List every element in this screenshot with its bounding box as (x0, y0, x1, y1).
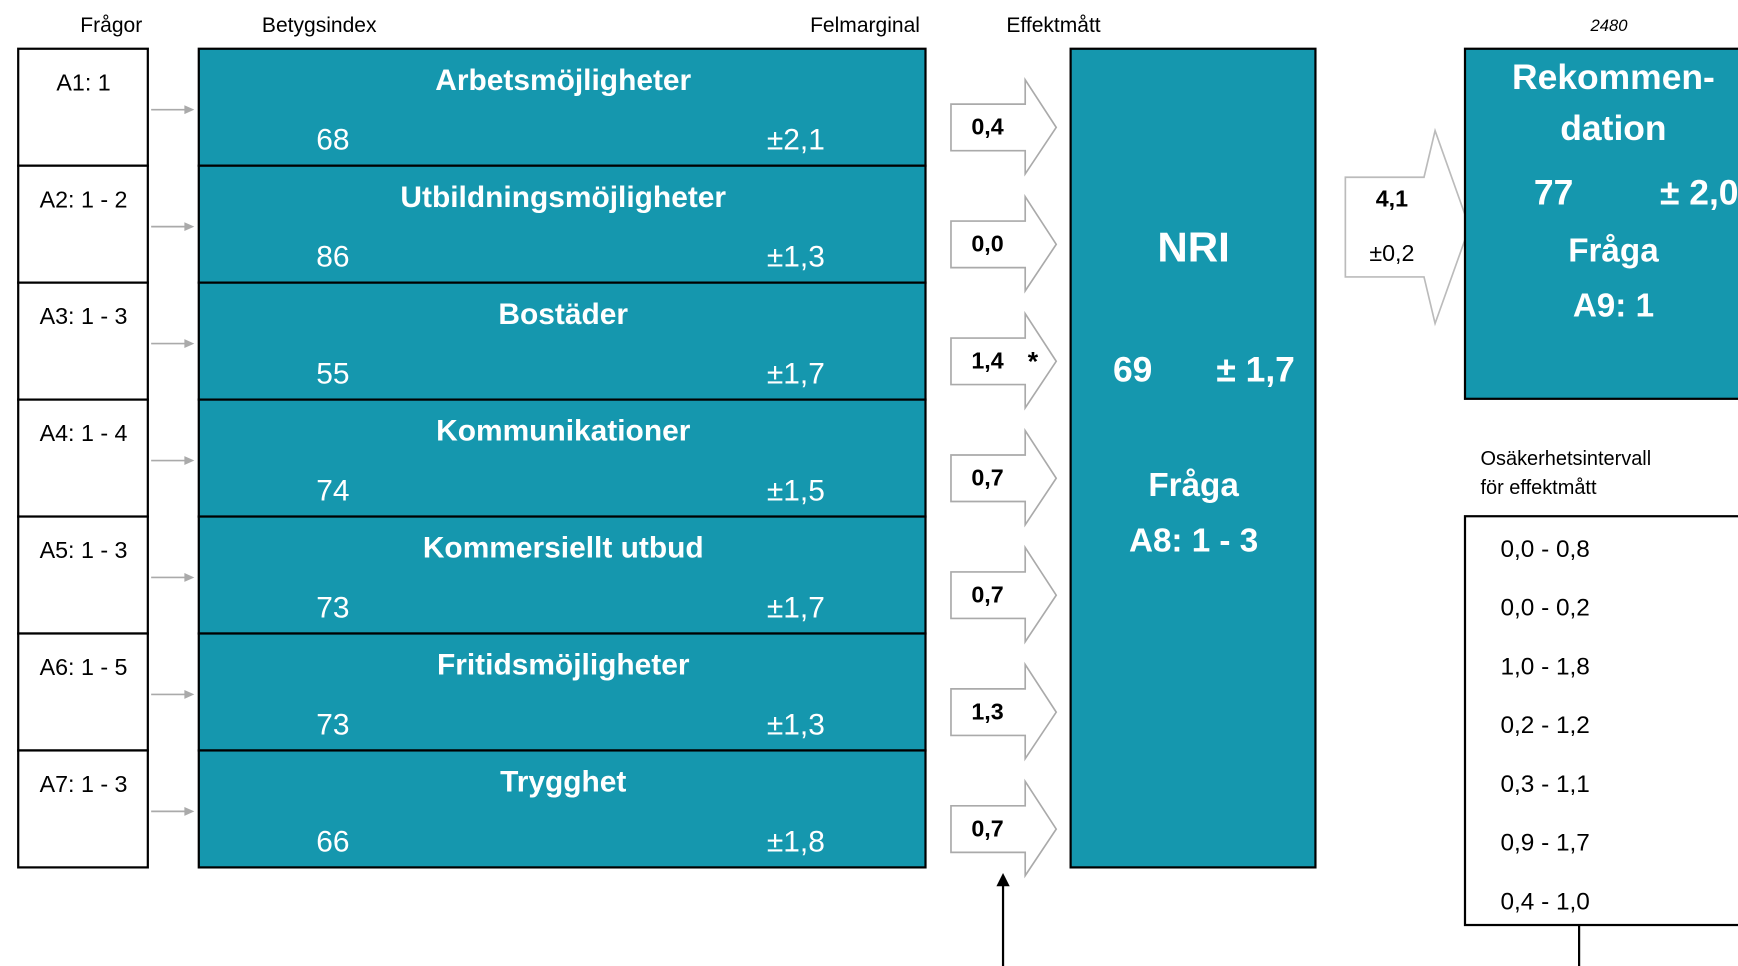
nri-question-label: Fråga (1148, 467, 1239, 504)
recommendation-question-label: Fråga (1568, 232, 1659, 269)
intervals-title: för effektmått (1481, 477, 1597, 499)
factor-margin: ±1,3 (767, 708, 825, 741)
connector-head (184, 806, 195, 816)
effect: 1,3 (971, 698, 1003, 724)
question-box (17, 515, 149, 635)
factor-index: 74 (316, 475, 349, 508)
effect: 0,4 (971, 114, 1003, 140)
effect-arrow (950, 310, 1058, 411)
recommendation-title: Rekommen- (1512, 57, 1715, 97)
effect: 1,4 (971, 348, 1003, 374)
factor-margin: ±1,7 (767, 358, 825, 391)
index-box (197, 515, 927, 635)
recommendation-box (1463, 47, 1738, 400)
effect: 0,0 (971, 231, 1003, 257)
question: A3: 1 - 3 (40, 303, 128, 329)
connector-head (184, 105, 195, 115)
effect-arrow (950, 193, 1058, 294)
question-box (17, 281, 149, 401)
significance: * (1028, 347, 1039, 377)
connector-head (184, 456, 195, 465)
nri-index: 69 (1113, 350, 1152, 390)
factor-name: Bostäder (498, 298, 628, 331)
index-box (197, 281, 927, 401)
factor-name: Fritidsmöjligheter (437, 649, 690, 682)
factor-index: 86 (316, 241, 349, 274)
header: Betygsindex (262, 14, 377, 37)
interval: 0,0 - 0,8 (1500, 536, 1589, 563)
connector-head (184, 339, 195, 349)
factor-name: Kommersiellt utbud (423, 532, 704, 565)
header: Frågor (80, 14, 142, 37)
factor-name: Trygghet (500, 766, 626, 799)
nri-box (1069, 47, 1317, 869)
index-box (197, 632, 927, 752)
interval: 0,3 - 1,1 (1500, 771, 1589, 798)
recommendation-margin: ± 2,0 (1660, 172, 1738, 212)
interval: 0,0 - 0,2 (1500, 595, 1589, 622)
effect-arrow (950, 661, 1058, 762)
question-box (17, 632, 149, 752)
interval: 0,2 - 1,2 (1500, 712, 1589, 739)
factor-index: 68 (316, 124, 349, 157)
effect-arrow (950, 778, 1058, 879)
header: 2480 (1590, 16, 1629, 35)
link-effect: 4,1 (1376, 186, 1408, 212)
intervals-title: Osäkerhetsintervall (1481, 448, 1652, 470)
recommendation-index: 77 (1534, 172, 1573, 212)
interval: 0,4 - 1,0 (1500, 888, 1589, 915)
index-box (197, 398, 927, 518)
header: Felmarginal (810, 14, 920, 37)
factor-index: 55 (316, 358, 349, 391)
connector-head (184, 222, 195, 232)
interval: 1,0 - 1,8 (1500, 653, 1589, 680)
factor-name: Utbildningsmöjligheter (400, 181, 726, 214)
effect-arrow (950, 76, 1058, 177)
header: Effektmått (1006, 14, 1100, 37)
rows: A1: 1 Arbetsmöjligheter 68 ±2,1 0,4 A2: 1 - 2… (17, 47, 1058, 879)
question-box (17, 398, 149, 518)
factor-index: 73 (316, 592, 349, 625)
factor-margin: ±1,5 (767, 475, 825, 508)
index-box (197, 749, 927, 869)
intervals: 0,0 - 0,8 0,0 - 0,2 1,0 - 1,8 0,2 - 1,2 0,3 … (1500, 536, 1589, 915)
nri-margin: ± 1,7 (1216, 350, 1295, 390)
link-arrow (1344, 127, 1471, 327)
question-box (17, 47, 149, 167)
question-box (17, 749, 149, 869)
link-margin: ±0,2 (1369, 240, 1414, 266)
index-box (197, 164, 927, 284)
connector-head (184, 690, 195, 699)
question: A6: 1 - 5 (40, 654, 128, 680)
question: A7: 1 - 3 (40, 771, 128, 797)
question: A4: 1 - 4 (40, 420, 128, 446)
pointer-head (996, 872, 1010, 887)
connector-head (184, 573, 195, 582)
effect: 0,7 (971, 581, 1003, 607)
question: A5: 1 - 3 (40, 537, 128, 563)
factor-margin: ±1,7 (767, 592, 825, 625)
interval: 0,9 - 1,7 (1500, 830, 1589, 857)
question: A1: 1 (56, 69, 110, 95)
recommendation-title: dation (1560, 108, 1666, 148)
factor-name: Kommunikationer (436, 415, 691, 448)
factor-margin: ±1,8 (767, 825, 825, 858)
effect: 0,7 (971, 815, 1003, 841)
factor-margin: ±1,3 (767, 241, 825, 274)
factor-margin: ±2,1 (767, 124, 825, 157)
factor-name: Arbetsmöjligheter (435, 64, 691, 97)
effect: 0,7 (971, 465, 1003, 491)
question: A2: 1 - 2 (40, 186, 128, 212)
nri-question: A8: 1 - 3 (1129, 523, 1258, 560)
effect-arrow (950, 544, 1058, 645)
intervals-box (1463, 515, 1738, 927)
nri-title: NRI (1157, 223, 1229, 270)
factor-index: 73 (316, 708, 349, 741)
recommendation-question: A9: 1 (1573, 288, 1654, 325)
effect-arrow (950, 427, 1058, 528)
question-box (17, 164, 149, 284)
factor-index: 66 (316, 825, 349, 858)
